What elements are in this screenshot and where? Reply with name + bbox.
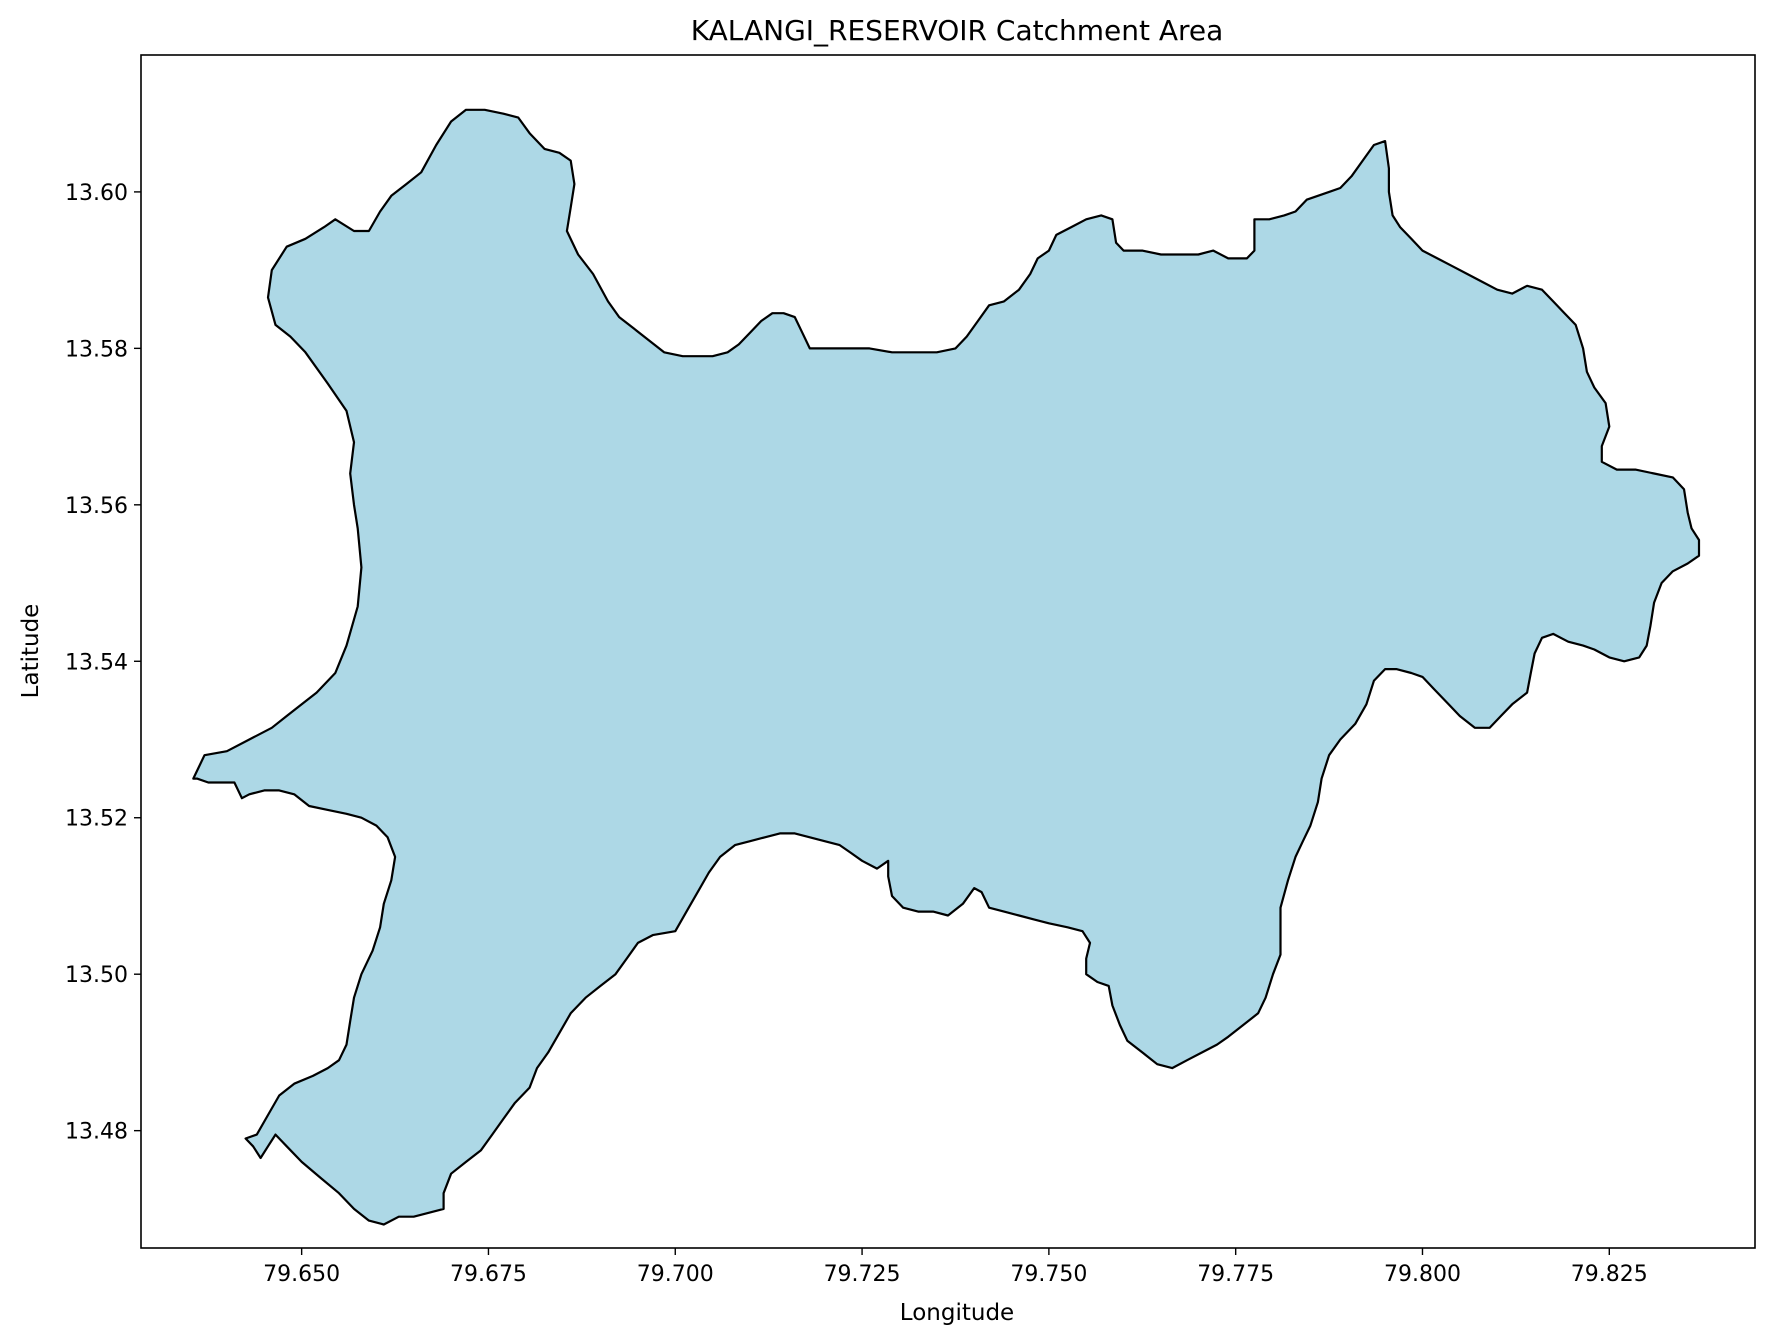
y-axis-ticks: 13.48 13.50 13.52 13.54 13.56 13.58 13.60 [65,181,141,1145]
x-tick-label: 79.750 [1010,1262,1087,1287]
x-tick-label: 79.825 [1571,1262,1648,1287]
y-axis-label: Latitude [18,604,44,699]
chart-title: KALANGI_RESERVOIR Catchment Area [691,14,1224,47]
plot-area [192,108,1701,1226]
y-tick-label: 13.60 [65,181,128,206]
y-tick-label: 13.56 [65,494,128,519]
x-axis-label: Longitude [900,1300,1014,1326]
x-tick-label: 79.675 [450,1262,527,1287]
x-tick-label: 79.650 [263,1262,340,1287]
x-tick-label: 79.700 [637,1262,714,1287]
y-tick-label: 13.58 [65,337,128,362]
x-tick-label: 79.725 [824,1262,901,1287]
y-tick-label: 13.54 [65,650,128,675]
x-tick-label: 79.800 [1384,1262,1461,1287]
x-axis-ticks: 79.650 79.675 79.700 79.725 79.750 79.775 79.8… [263,1248,1648,1287]
catchment-area-polygon [192,108,1701,1226]
x-tick-label: 79.775 [1197,1262,1274,1287]
y-tick-label: 13.50 [65,963,128,988]
y-tick-label: 13.48 [65,1120,128,1145]
axes-frame [140,54,1756,1249]
y-tick-label: 13.52 [65,807,128,832]
